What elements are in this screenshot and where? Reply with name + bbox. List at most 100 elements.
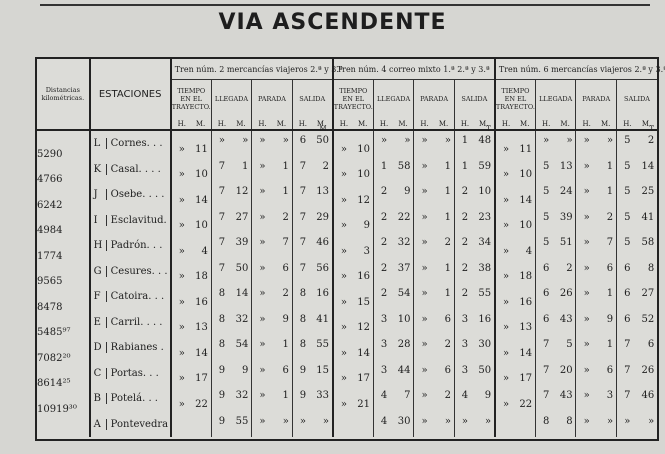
train-0-salida-header: SALIDA bbox=[291, 79, 333, 118]
sa-cell: 7 56 bbox=[291, 258, 333, 284]
station-name: Rabianes . bbox=[110, 342, 164, 354]
ll-cell: 2 32 bbox=[372, 233, 414, 259]
distance-header: Distancias kilométricas. bbox=[37, 59, 90, 131]
hm-header: H. M. bbox=[372, 118, 414, 131]
t-cell: » 22 bbox=[493, 399, 536, 437]
train-0-tiempo-header: TIEMPO EN EL TRAYECTO. bbox=[169, 79, 212, 118]
station-letter: K bbox=[94, 163, 107, 175]
pa-cell: » 1 bbox=[413, 258, 455, 284]
station-cell: H Padrón. . . bbox=[88, 233, 171, 259]
stations-header: ESTACIONES bbox=[88, 59, 171, 131]
t-cell: » 13 bbox=[493, 322, 536, 361]
station-letter: C bbox=[94, 367, 107, 379]
station-letter: E bbox=[94, 316, 107, 328]
pa-cell: » 7 bbox=[575, 233, 617, 259]
ll-cell: »» bbox=[534, 130, 576, 157]
sa-cell: 8 41 bbox=[291, 309, 333, 335]
t-cell: » 17 bbox=[493, 373, 536, 412]
salida-mark: T bbox=[486, 125, 491, 133]
ll-cell: »» bbox=[210, 130, 252, 157]
t-cell: » 13 bbox=[169, 322, 212, 361]
sa-cell: 7 29 bbox=[291, 207, 333, 233]
salida-mark: T bbox=[649, 125, 654, 133]
pa-cell: » 1 bbox=[251, 182, 293, 208]
pa-cell: » 2 bbox=[413, 233, 455, 259]
pa-cell: » 2 bbox=[251, 284, 293, 310]
station-cell: I Esclavitud. bbox=[88, 207, 171, 233]
sa-cell: 5 14 bbox=[615, 156, 657, 182]
t-cell: » 22 bbox=[169, 399, 212, 437]
station-name: Potelá. . . bbox=[110, 393, 158, 405]
pa-cell: » 6 bbox=[251, 258, 293, 284]
pa-cell: »» bbox=[575, 130, 617, 157]
station-letter: H bbox=[94, 240, 107, 252]
ll-cell: 3 28 bbox=[372, 335, 414, 361]
station-letter: L bbox=[94, 138, 107, 150]
t-cell: » 10 bbox=[493, 220, 536, 259]
pa-cell: »» bbox=[251, 411, 293, 437]
t-cell: » 10 bbox=[169, 169, 212, 208]
t-cell: » 17 bbox=[169, 373, 212, 412]
ll-cell: 7 50 bbox=[210, 258, 252, 284]
pa-cell: » 2 bbox=[413, 386, 455, 412]
pa-cell: » 1 bbox=[413, 156, 455, 182]
train-2-salida-header: SALIDA bbox=[615, 79, 657, 118]
table-row: 4766 J Osebe. . . .» 10 7 12» 1 7 13» 10 2 9» 1 2 10» 1… bbox=[37, 169, 657, 208]
ll-cell: 9 32 bbox=[210, 386, 252, 412]
station-name: Casal. . . . bbox=[110, 163, 161, 175]
train-0-parada-header: PARADA bbox=[251, 79, 293, 118]
sa-cell: 6 27 bbox=[615, 284, 657, 310]
pa-cell: » 1 bbox=[575, 335, 617, 361]
ll-cell: 5 51 bbox=[534, 233, 576, 259]
sa-cell: 7 26 bbox=[615, 360, 657, 386]
t-cell: » 15 bbox=[331, 297, 374, 335]
train-1-title: Tren núm. 4 correo mixto 1.ª 2.ª y 3.ª bbox=[331, 59, 495, 80]
pa-cell: » 1 bbox=[251, 335, 293, 361]
station-letter: J bbox=[94, 189, 107, 201]
distance-cell: 4984 bbox=[37, 225, 63, 236]
pa-cell: » 1 bbox=[251, 156, 293, 182]
t-cell: » 10 bbox=[493, 169, 536, 208]
station-name: Cornes. . . bbox=[110, 138, 163, 150]
pa-cell: » 1 bbox=[575, 182, 617, 208]
pa-cell: »» bbox=[575, 411, 617, 437]
distance-cell: 5290 bbox=[37, 148, 63, 160]
train-1-salida-header: SALIDA bbox=[453, 79, 495, 118]
station-name: Padrón. . . bbox=[110, 240, 163, 252]
sa-cell: M. 6 50 bbox=[291, 125, 333, 157]
station-cell: J Osebe. . . . bbox=[88, 182, 171, 208]
top-rule bbox=[40, 4, 650, 6]
hm-header: H. M. bbox=[453, 118, 495, 131]
ll-cell: 6 43 bbox=[534, 309, 576, 335]
ll-cell: 8 32 bbox=[210, 309, 252, 335]
station-cell: G Cesures. . . bbox=[88, 258, 171, 284]
sa-cell: 1 59 bbox=[453, 156, 495, 182]
station-name: Esclavitud. bbox=[110, 214, 167, 226]
station-cell: K Casal. . . . bbox=[88, 156, 171, 182]
hm-header: H. M. bbox=[413, 118, 455, 131]
ll-cell: 8 54 bbox=[210, 335, 252, 361]
distance-cell: 7082²⁰ bbox=[37, 352, 71, 364]
sa-cell: 9 15 bbox=[291, 360, 333, 386]
station-cell: C Portas. . . bbox=[88, 360, 171, 386]
ll-cell: 2 22 bbox=[372, 207, 414, 233]
t-cell: » 4 bbox=[169, 246, 212, 284]
ll-cell: »» bbox=[372, 130, 414, 157]
pa-cell: » 1 bbox=[575, 284, 617, 310]
t-cell: » 9 bbox=[331, 220, 374, 259]
ll-cell: 1 58 bbox=[372, 156, 414, 182]
pa-cell: » 6 bbox=[413, 360, 455, 386]
t-cell: » 10 bbox=[331, 169, 374, 208]
t-cell: » 21 bbox=[331, 399, 374, 437]
distance-cell: 8478 bbox=[37, 301, 63, 313]
pa-cell: » 9 bbox=[251, 309, 293, 335]
pa-cell: »» bbox=[413, 130, 455, 157]
hm-header: H. M. bbox=[210, 118, 252, 131]
t-cell: » 10 bbox=[331, 144, 374, 182]
train-2-llegada-header: LLEGADA bbox=[534, 79, 576, 118]
